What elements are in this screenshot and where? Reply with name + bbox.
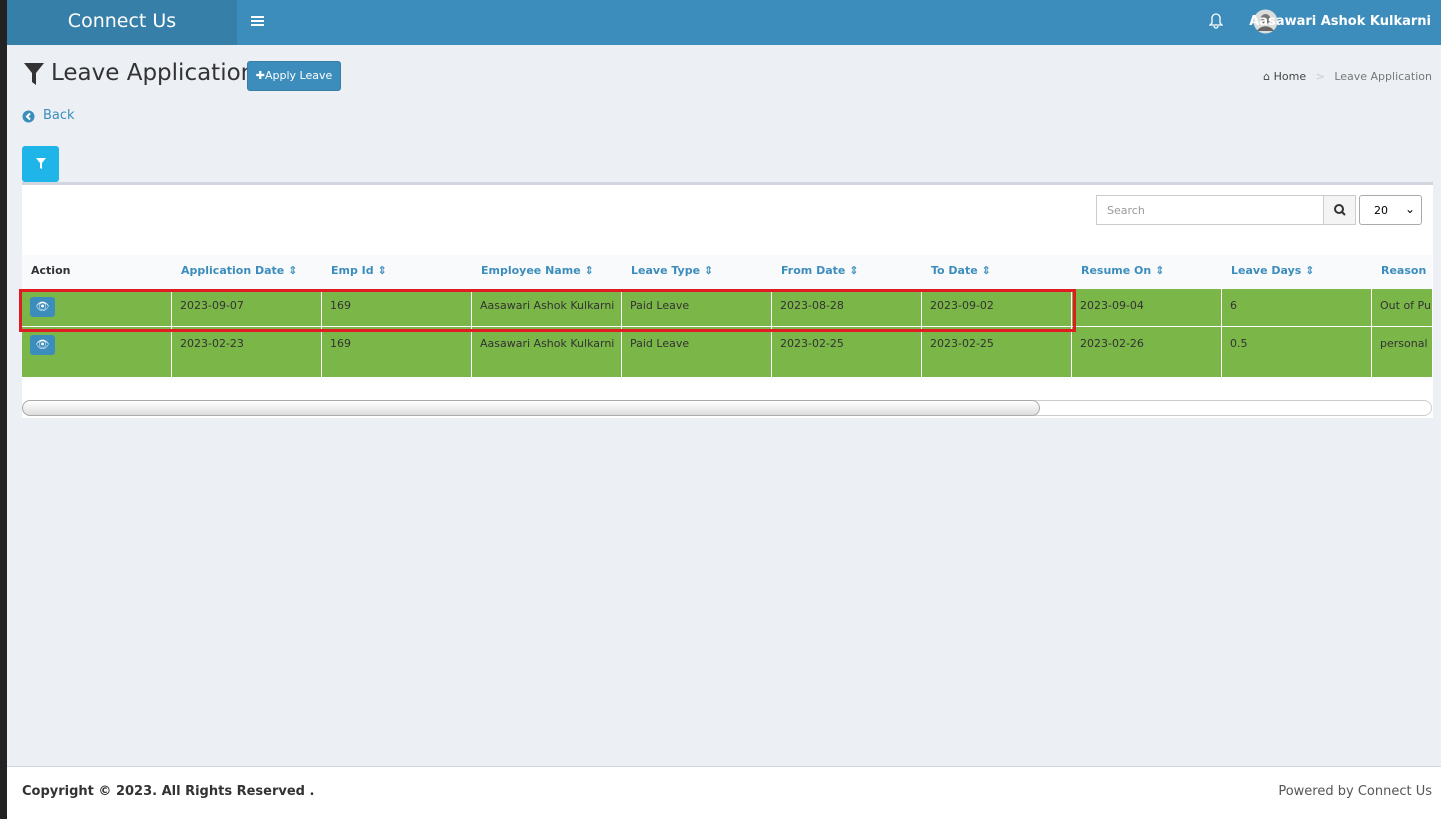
cell: Paid Leave xyxy=(622,327,772,378)
breadcrumb: ⌂ Home > Leave Application xyxy=(1263,70,1432,83)
cell: 2023-09-07 xyxy=(172,289,322,327)
cell: Out of Pur xyxy=(1372,289,1432,327)
breadcrumb-current: Leave Application xyxy=(1334,70,1432,83)
cell: 2023-09-04 xyxy=(1072,289,1222,327)
avatar[interactable] xyxy=(1253,9,1278,34)
cell: 2023-02-25 xyxy=(772,327,922,378)
sort-icon[interactable]: ⇕ xyxy=(373,264,387,277)
brand[interactable]: Connect Us xyxy=(7,0,237,45)
cell: Paid Leave xyxy=(622,289,772,327)
cell: 169 xyxy=(322,327,472,378)
user-name[interactable]: Aasawari Ashok Kulkarni xyxy=(1249,14,1431,29)
sort-icon[interactable]: ⇕ xyxy=(1151,264,1165,277)
cell: Aasawari Ashok Kulkarni xyxy=(472,289,622,327)
column-header[interactable]: Leave Type ⇕ xyxy=(631,264,714,277)
sort-icon[interactable]: ⇕ xyxy=(580,264,594,277)
sort-icon[interactable]: ⇕ xyxy=(1301,264,1315,277)
copyright: Copyright © 2023. All Rights Reserved . xyxy=(22,784,315,799)
sort-icon[interactable]: ⇕ xyxy=(284,264,298,277)
action-cell: 👁 xyxy=(22,327,172,378)
search-button[interactable] xyxy=(1323,195,1356,225)
cell: personal xyxy=(1372,327,1432,378)
highlight-box xyxy=(19,289,1076,332)
cell: Aasawari Ashok Kulkarni xyxy=(472,327,622,378)
menu-toggle[interactable] xyxy=(251,15,265,27)
cell: 2023-02-26 xyxy=(1072,327,1222,378)
filter-icon xyxy=(24,63,44,85)
view-button[interactable]: 👁 xyxy=(30,297,55,317)
footer xyxy=(7,766,1441,819)
page-size-select[interactable]: 20 ⌄ xyxy=(1359,195,1422,225)
column-header[interactable]: Leave Days ⇕ xyxy=(1231,264,1315,277)
notifications[interactable] xyxy=(1209,13,1223,29)
cell: 6 xyxy=(1222,289,1372,327)
back-icon[interactable] xyxy=(22,110,35,123)
sort-icon[interactable]: ⇕ xyxy=(977,264,991,277)
page-size: 20 xyxy=(1374,204,1388,217)
column-header[interactable]: Application Date ⇕ xyxy=(181,264,298,277)
column-header[interactable]: Emp Id ⇕ xyxy=(331,264,387,277)
search-input[interactable]: Search xyxy=(1096,195,1324,225)
data-table: Action Application Date ⇕ Emp Id ⇕ Employee… xyxy=(22,255,1432,380)
cell: 2023-09-02 xyxy=(922,289,1072,327)
action-cell: 👁 xyxy=(22,289,172,327)
view-button[interactable]: 👁 xyxy=(30,335,55,355)
cell: 2023-02-25 xyxy=(922,327,1072,378)
sort-icon[interactable]: ⇕ xyxy=(1426,264,1432,277)
column-header[interactable]: Resume On ⇕ xyxy=(1081,264,1165,277)
column-header[interactable]: From Date ⇕ xyxy=(781,264,859,277)
top-bar xyxy=(7,0,1441,45)
sort-icon[interactable]: ⇕ xyxy=(700,264,714,277)
filter-button[interactable] xyxy=(22,146,59,182)
home[interactable]: Home xyxy=(1273,70,1307,83)
scrollbar-thumb[interactable] xyxy=(22,400,1040,416)
cell: 2023-08-28 xyxy=(772,289,922,327)
sort-icon[interactable]: ⇕ xyxy=(845,264,859,277)
column-header[interactable]: To Date ⇕ xyxy=(931,264,991,277)
window-edge xyxy=(0,0,7,819)
column-header[interactable]: Reason ⇕ xyxy=(1372,255,1432,288)
breadcrumb-home[interactable]: ⌂ Home xyxy=(1263,70,1307,83)
column-header[interactable]: Employee Name ⇕ xyxy=(481,264,594,277)
powered-by: Powered by Connect Us xyxy=(1278,784,1432,799)
page-title: Leave Application xyxy=(51,60,256,86)
cell: 169 xyxy=(322,289,472,327)
apply-label: Apply Leave xyxy=(264,69,333,82)
column-header: Action xyxy=(31,264,71,277)
cell: 2023-02-23 xyxy=(172,327,322,378)
cell: 0.5 xyxy=(1222,327,1372,378)
back-link[interactable]: Back xyxy=(43,108,75,123)
apply-leave-button[interactable]: ✚Apply Leave xyxy=(247,61,341,91)
